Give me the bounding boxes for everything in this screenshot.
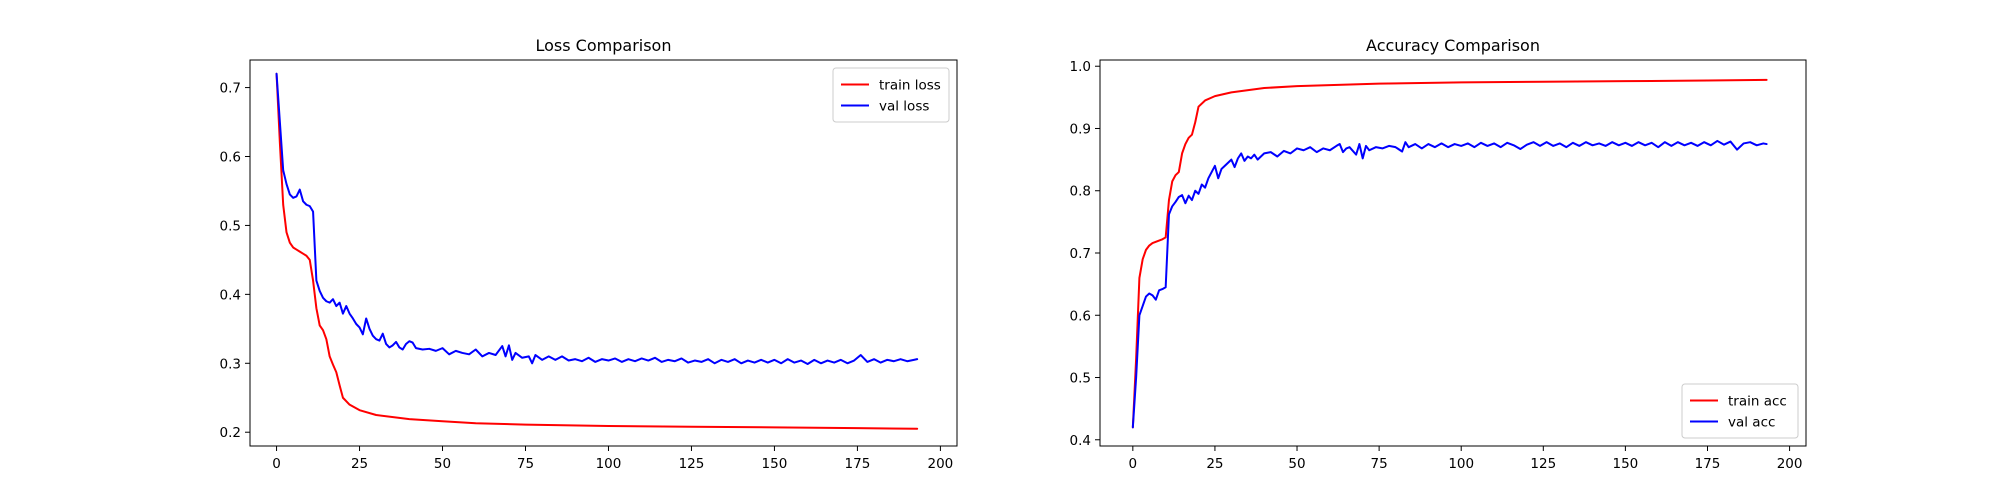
x-tick-label: 200	[1777, 456, 1803, 472]
x-tick-label: 200	[928, 456, 954, 472]
chart-title: Accuracy Comparison	[1366, 36, 1540, 55]
legend-box	[832, 67, 950, 123]
x-tick-label: 50	[434, 456, 451, 472]
y-tick-label: 0.7	[1070, 246, 1091, 262]
legend-label: train acc	[1728, 394, 1787, 410]
y-tick-label: 1.0	[1070, 59, 1091, 75]
x-tick-label: 75	[1371, 456, 1388, 472]
y-tick-label: 0.2	[220, 425, 241, 441]
x-tick-label: 75	[517, 456, 534, 472]
x-tick-label: 100	[1448, 456, 1474, 472]
legend-box	[1681, 383, 1799, 439]
legend: train acc val acc	[1681, 383, 1799, 439]
x-tick-label: 125	[1530, 456, 1556, 472]
legend: train loss val loss	[832, 67, 950, 123]
y-tick-label: 0.5	[220, 218, 241, 234]
val-loss-line	[275, 72, 919, 365]
accuracy-chart-panel: 0 25 50 75 100 125 150 175 200 0.4 0.5 0.6 0.7 0.8 0.9…	[1070, 36, 1807, 472]
x-tick-label: 25	[351, 456, 368, 472]
y-tick-label: 0.9	[1070, 121, 1091, 137]
x-tick-label: 50	[1288, 456, 1305, 472]
legend-label: val acc	[1728, 415, 1775, 431]
axes-frame	[249, 59, 958, 447]
chart-title: Loss Comparison	[536, 36, 672, 55]
train-acc-line	[1131, 78, 1768, 429]
legend-label: val loss	[879, 99, 929, 115]
y-tick-label: 0.7	[220, 81, 241, 97]
y-tick-label: 0.4	[1070, 433, 1091, 449]
x-tick-label: 100	[596, 456, 622, 472]
y-tick-label: 0.8	[1070, 184, 1091, 200]
train-loss-line	[275, 72, 919, 430]
val-acc-line	[1131, 139, 1768, 429]
y-tick-label: 0.5	[1070, 371, 1091, 387]
x-tick-label: 125	[679, 456, 705, 472]
y-tick-label: 0.3	[220, 356, 241, 372]
x-tick-label: 175	[1695, 456, 1721, 472]
x-tick-label: 150	[762, 456, 788, 472]
x-tick-label: 175	[845, 456, 871, 472]
y-tick-label: 0.6	[220, 150, 241, 166]
x-tick-label: 25	[1206, 456, 1223, 472]
y-tick-label: 0.4	[220, 287, 241, 303]
legend-label: train loss	[879, 78, 941, 94]
x-tick-label: 150	[1613, 456, 1639, 472]
y-tick-label: 0.6	[1070, 308, 1091, 324]
x-tick-label: 0	[272, 456, 281, 472]
x-tick-label: 0	[1129, 456, 1138, 472]
loss-chart-panel: 0 25 50 75 100 125 150 175 200 0.2 0.3 0.4 0.5 0.6 0.7…	[220, 36, 958, 472]
